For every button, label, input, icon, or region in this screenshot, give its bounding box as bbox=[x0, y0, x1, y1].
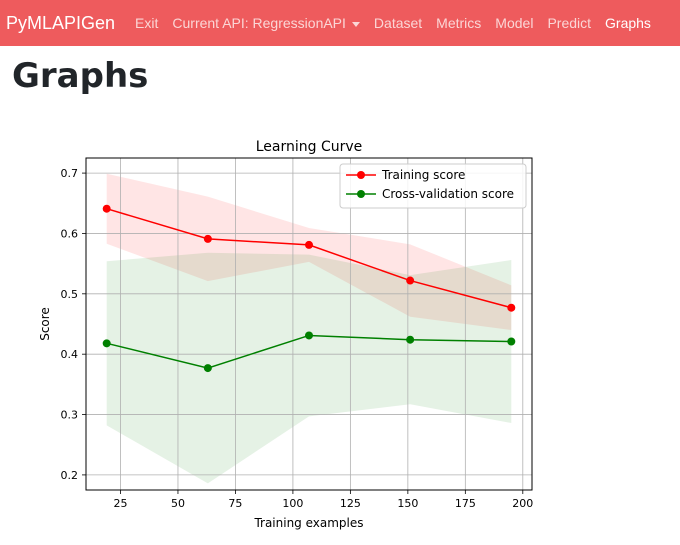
chart-title: Learning Curve bbox=[256, 139, 363, 155]
nav-predict[interactable]: Predict bbox=[547, 15, 592, 31]
point-series-1 bbox=[102, 339, 111, 348]
point-series-1 bbox=[305, 331, 313, 340]
y-tick-label: 0.6 bbox=[61, 227, 79, 240]
nav-exit[interactable]: Exit bbox=[135, 15, 159, 31]
y-tick-label: 0.2 bbox=[61, 469, 79, 482]
y-tick-label: 0.7 bbox=[61, 167, 79, 180]
point-series-0 bbox=[102, 204, 111, 213]
x-tick-label: 75 bbox=[228, 497, 242, 510]
learning-curve-figure: 25 50 75 100 125 150 175 200 0.2 0.3 0.4 0.5 0.6 0.7 … bbox=[0, 120, 560, 545]
y-tick-label: 0.5 bbox=[61, 288, 79, 301]
y-tick-label: 0.3 bbox=[61, 409, 79, 422]
learning-curve-chart: 25 50 75 100 125 150 175 2000.20.30.40.50.60.7 … bbox=[38, 139, 533, 530]
point-series-1 bbox=[507, 337, 516, 346]
x-tick-label: 150 bbox=[397, 497, 418, 510]
legend: Training score Cross-validation score bbox=[339, 163, 527, 209]
x-tick-label: 50 bbox=[171, 497, 185, 510]
legend-marker-training bbox=[357, 171, 365, 179]
x-axis-label: Training examples bbox=[253, 516, 363, 530]
point-series-1 bbox=[203, 364, 212, 373]
page-title: Graphs bbox=[12, 56, 149, 96]
nav-current-api-label: Current API: RegressionAPI bbox=[172, 15, 346, 31]
x-tick-label: 100 bbox=[282, 497, 303, 510]
point-series-0 bbox=[406, 276, 415, 285]
point-series-1 bbox=[406, 335, 415, 344]
legend-marker-cv bbox=[357, 190, 365, 198]
point-series-0 bbox=[507, 303, 516, 312]
plot-frame bbox=[85, 157, 533, 491]
point-series-0 bbox=[203, 234, 212, 243]
y-axis-label: Score bbox=[38, 307, 52, 341]
legend-frame bbox=[339, 163, 527, 209]
x-tick-label: 175 bbox=[455, 497, 476, 510]
x-tick-label: 25 bbox=[113, 497, 127, 510]
navbar: PyMLAPIGen Exit Current API: RegressionA… bbox=[0, 0, 680, 46]
brand-link[interactable]: PyMLAPIGen bbox=[6, 12, 116, 33]
legend-label-cv: Cross-validation score bbox=[382, 187, 514, 201]
x-tick-label: 125 bbox=[340, 497, 361, 510]
nav-graphs[interactable]: Graphs bbox=[605, 15, 651, 31]
legend-label-training: Training score bbox=[381, 168, 465, 182]
point-series-0 bbox=[305, 240, 313, 249]
nav-model[interactable]: Model bbox=[495, 15, 534, 31]
band-series-0 bbox=[106, 173, 512, 331]
nav-dataset[interactable]: Dataset bbox=[373, 15, 423, 31]
nav-metrics[interactable]: Metrics bbox=[436, 15, 482, 31]
nav-current-api-dropdown[interactable]: Current API: RegressionAPI bbox=[172, 15, 360, 31]
x-tick-label: 200 bbox=[512, 497, 533, 510]
caret-down-icon bbox=[351, 21, 360, 27]
y-tick-label: 0.4 bbox=[61, 348, 79, 361]
band-series-1 bbox=[106, 252, 512, 484]
